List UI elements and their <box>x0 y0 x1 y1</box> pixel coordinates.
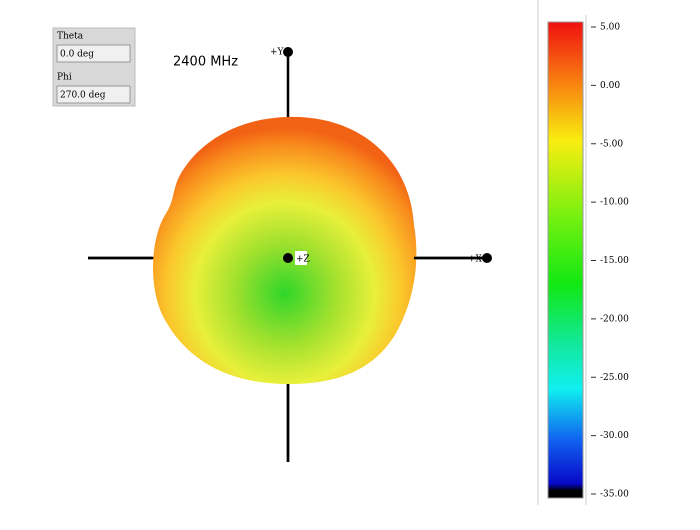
frequency-label: 2400 MHz <box>173 55 238 70</box>
phi-label: Phi <box>57 73 72 83</box>
y-axis-label: +Y <box>270 48 285 58</box>
theta-value[interactable]: 0.0 deg <box>60 50 94 60</box>
z-axis-label: +Z <box>296 255 310 265</box>
axis-dot <box>482 253 492 263</box>
theta-label: Theta <box>57 32 84 42</box>
colorbar-tick-label: -25.00 <box>600 373 629 383</box>
colorbar-tick-label: -5.00 <box>600 139 623 149</box>
colorbar-tick-label: -15.00 <box>600 256 629 266</box>
axis-dot <box>283 253 293 263</box>
colorbar <box>547 21 584 499</box>
colorbar-tick-label: -35.00 <box>600 490 629 500</box>
colorbar-tick-label: -20.00 <box>600 314 629 324</box>
theta-field[interactable] <box>56 44 131 63</box>
radiation-pattern <box>152 116 417 384</box>
phi-field[interactable] <box>56 85 131 104</box>
axis-dot <box>283 47 293 57</box>
x-axis-label: +X <box>468 255 483 265</box>
colorbar-tick-label: -30.00 <box>600 431 629 441</box>
phi-value[interactable]: 270.0 deg <box>60 91 106 101</box>
colorbar-tick-label: -10.00 <box>600 198 629 208</box>
colorbar-tick-label: 0.00 <box>600 81 620 91</box>
colorbar-tick-label: 5.00 <box>600 23 620 33</box>
label-bg <box>295 251 307 265</box>
